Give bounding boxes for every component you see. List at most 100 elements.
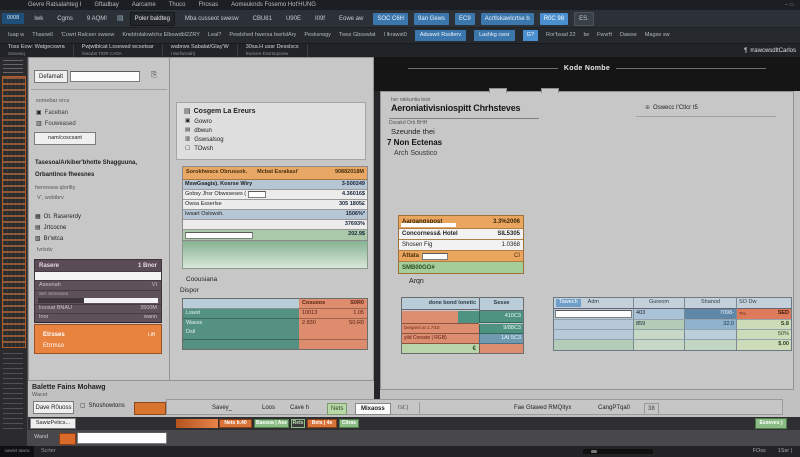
document-tab[interactable]: Pwjwtblcat Lssewsd wcsetsar /Setub0 TiOR… [74,44,163,57]
table-row[interactable]: lrsosat BNAU 3500M [35,305,161,314]
table-row[interactable]: Inor wann [35,314,161,323]
menu-item-view[interactable]: Aarcame [131,2,156,8]
toolbar-item[interactable]: Knebtolalowlchs Elbowdbl2ZRY [122,31,200,38]
tag-chip[interactable]: Nets b.40 [219,419,252,428]
panel-tab-notch[interactable] [489,88,507,93]
toolbar-button[interactable]: rst:) [398,405,409,411]
row-value-cell[interactable]: 410C3 [479,311,523,323]
toolbar-button-active[interactable]: Mixaoss [355,403,391,415]
app-grid-icon[interactable]: 0008 [2,12,25,25]
toolbar-item-selected[interactable]: Aduswrt Rsslterv [414,29,467,42]
inline-input[interactable] [422,252,449,260]
cell[interactable]: 50% [737,330,791,340]
action-button[interactable]: nam/coscsant [34,132,96,145]
window-controls[interactable]: ‒ ▭ [785,1,794,8]
toolbar-button[interactable]: Nets [327,403,348,415]
cell[interactable] [685,330,737,340]
toolbar-button[interactable]: Savey_ [212,405,233,411]
toolbar-button-highlighted[interactable]: EC9 [455,12,475,25]
menu-item-edit[interactable]: Gftadbay [94,2,119,8]
input-row[interactable] [35,272,161,281]
cell[interactable]: 32.0 [685,320,737,330]
option-item[interactable]: ▣ Gowro [177,115,365,125]
table-row[interactable]: Attata CI [399,251,523,262]
toolbar-button[interactable]: 9 AQM! [86,15,107,22]
toolbar-button[interactable]: CBU81 [252,15,272,22]
toolbar-item[interactable]: 'Cowrt Ralcser swsew [60,31,115,38]
toolbar-item-selected[interactable]: Lashkg cwsr [474,29,515,42]
checkbox-option[interactable]: ▣ Faceban [36,110,68,116]
status-item[interactable]: 1Ssr | [777,447,792,454]
table-row[interactable]: SMB00GO# [399,262,523,273]
cell[interactable] [634,340,685,350]
tag-chip[interactable]: Rets [291,419,305,428]
cell[interactable]: S.8 [737,320,791,330]
menu-item-window[interactable]: Fhosas [198,2,219,8]
table-row[interactable]: MswGsagis). Kosrse Wiry 3-500249 [183,180,367,190]
tag-chip[interactable]: Citras [339,419,359,428]
color-swatch[interactable] [134,402,166,415]
row-label-cell[interactable]: € [402,344,479,353]
toolbar-item[interactable]: Ror'bsad 22 [546,31,576,38]
toolbar-item[interactable]: I lkrawst0 [383,31,407,38]
default-input[interactable] [70,71,140,82]
connect-link[interactable]: ⊕ Oswecc I'Ctlcr t5 [645,105,698,111]
toolbar-button[interactable]: Cgms [57,15,73,22]
toolbar-button-highlighted[interactable]: Acrtlskawlcrtse b [480,12,534,25]
service-pieces-button[interactable]: SawizPetics... [30,418,76,429]
menu-item-file[interactable]: Gevre Ratsalahteg I [28,2,82,8]
navigation-rail[interactable] [0,57,28,446]
table-row[interactable]: 37693% [183,220,367,230]
option-item[interactable]: ▢ TOwsh [177,143,365,152]
cell[interactable]: 403 [634,309,685,320]
table-row[interactable]: Shosen Fig 1.0368 [399,240,523,251]
toolbar-button[interactable]: Cave h [290,405,310,411]
toolbar-button-active[interactable]: Poler baldteg [129,11,175,26]
rail-highlighted-tree[interactable] [2,76,26,348]
table-row[interactable]: Aseenah VI [35,281,161,291]
row-value-cell[interactable]: 1AI 5C3 [479,334,523,344]
document-tab[interactable]: 30sa.H ussr Desslscs hwrssre Essrtsqsoew [238,44,308,57]
toolbar-item[interactable]: Fwvrft [597,31,612,38]
toolbar-button[interactable]: ES. [574,11,594,26]
toolbar-button-highlighted[interactable]: R0C 98 [539,12,569,25]
list-item[interactable]: ▦ Ot. Rasererdy [35,214,81,220]
checkbox-option[interactable]: ▥ Fouweased [36,121,76,127]
cell[interactable] [554,340,634,350]
toolbar-item[interactable]: Pewlshed hwersa bwrlslAry [229,31,297,38]
list-item-label[interactable]: lvrlsdv [37,247,53,253]
row-label-cell[interactable] [402,311,479,324]
row-value-cell[interactable]: 10013 1.05 [299,309,367,319]
notifications-link[interactable]: ¶ rrawcwsdltCarlos [744,44,800,57]
toolbar-button-highlighted[interactable]: SOC C6H [373,12,409,25]
toolbar-item[interactable]: Thasrwll [32,31,53,38]
list-item[interactable]: ▤ Jrtcocne [35,225,66,231]
cell[interactable]: 7%. SED [737,309,791,320]
confirm-button[interactable]: Esseves ) [755,418,787,429]
toolbar-item-selected[interactable]: G? [522,29,539,42]
toolbar-item[interactable]: Dawse [620,31,637,38]
totals-highlight-box[interactable]: Etrsses Etrrmso i.ift [34,324,162,354]
table-row[interactable]: Gobsy Jhsr Obwsseses ( 4.36016$ [183,190,367,200]
toolbar-button[interactable]: U90E [285,15,301,22]
toolbar-button[interactable]: Loos [262,405,276,411]
toolbar-item[interactable]: tw [583,31,590,38]
panel-tab-notch[interactable] [541,88,559,93]
row-label-cell[interactable]: yild Cresste | RGB) [402,334,479,344]
toolbar-button[interactable]: I09f [314,15,325,22]
table-row[interactable]: Iwsart Oslowsh. 1506%* [183,210,367,220]
tag-chip[interactable]: Bassoa | Ass [254,419,289,428]
show-options-checkbox[interactable]: ▢ Shoshowtons [80,403,125,409]
paste-icon[interactable]: ⎘ [151,70,158,79]
save-rounds-button[interactable]: Dave R0uoss [33,401,74,414]
header-chip[interactable]: Tawech [556,299,581,307]
row-label-cell[interactable]: Lswst [183,309,299,319]
cell[interactable] [634,330,685,340]
count-badge[interactable]: 38 [644,403,659,415]
toolbar-button[interactable]: Eowe aw [338,15,364,22]
cell-selected[interactable]: 7098- [685,309,737,320]
folder-icon[interactable]: ▤ [116,15,124,22]
row-label-cell[interactable]: Despent at 1.7/10 [402,324,479,334]
slider-thumb[interactable] [590,450,597,453]
cell[interactable]: $.00 [737,340,791,350]
